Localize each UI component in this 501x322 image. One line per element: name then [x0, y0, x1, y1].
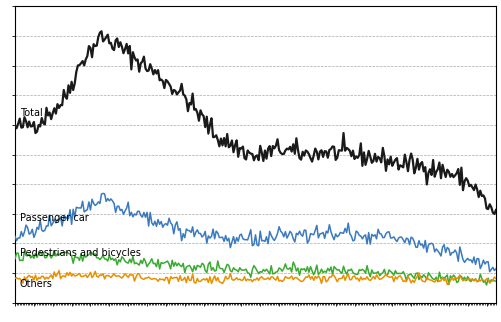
Text: Others: Others: [20, 279, 53, 289]
Text: Passenger car: Passenger car: [20, 213, 89, 223]
Text: Total: Total: [20, 108, 43, 118]
Text: Pedestrians and bicycles: Pedestrians and bicycles: [20, 248, 141, 258]
